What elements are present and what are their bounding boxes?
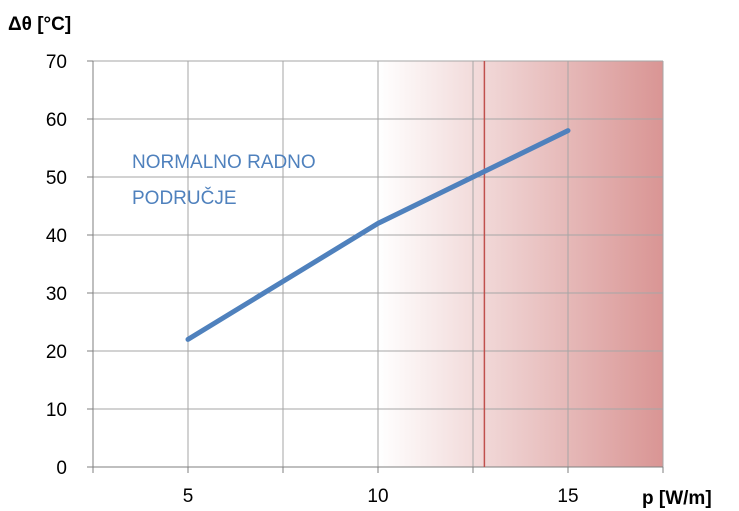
x-tick-label: 10	[367, 486, 388, 507]
y-tick-label: 40	[46, 226, 67, 247]
series-line	[185, 128, 571, 342]
region-label-line-1: NORMALNO RADNO	[132, 152, 316, 173]
x-tick-label: 15	[557, 486, 578, 507]
axes	[87, 60, 664, 473]
y-tick-label: 0	[56, 458, 67, 479]
y-tick-label: 20	[46, 342, 67, 363]
x-tick-label: 5	[183, 486, 194, 507]
x-tick-labels: 5 10 15	[183, 486, 579, 507]
y-tick-label: 10	[46, 400, 67, 421]
x-axis-label: p [W/m]	[642, 488, 712, 509]
y-tick-label: 60	[46, 110, 67, 131]
y-tick-labels: 0 10 20 30 40 50 60 70	[46, 52, 67, 479]
y-axis-label: Δθ [°C]	[8, 14, 71, 35]
region-label-line-2: PODRUČJE	[132, 187, 237, 209]
y-tick-label: 30	[46, 284, 67, 305]
shaded-region	[378, 61, 663, 467]
y-tick-label: 70	[46, 52, 67, 73]
y-tick-label: 50	[46, 168, 67, 189]
